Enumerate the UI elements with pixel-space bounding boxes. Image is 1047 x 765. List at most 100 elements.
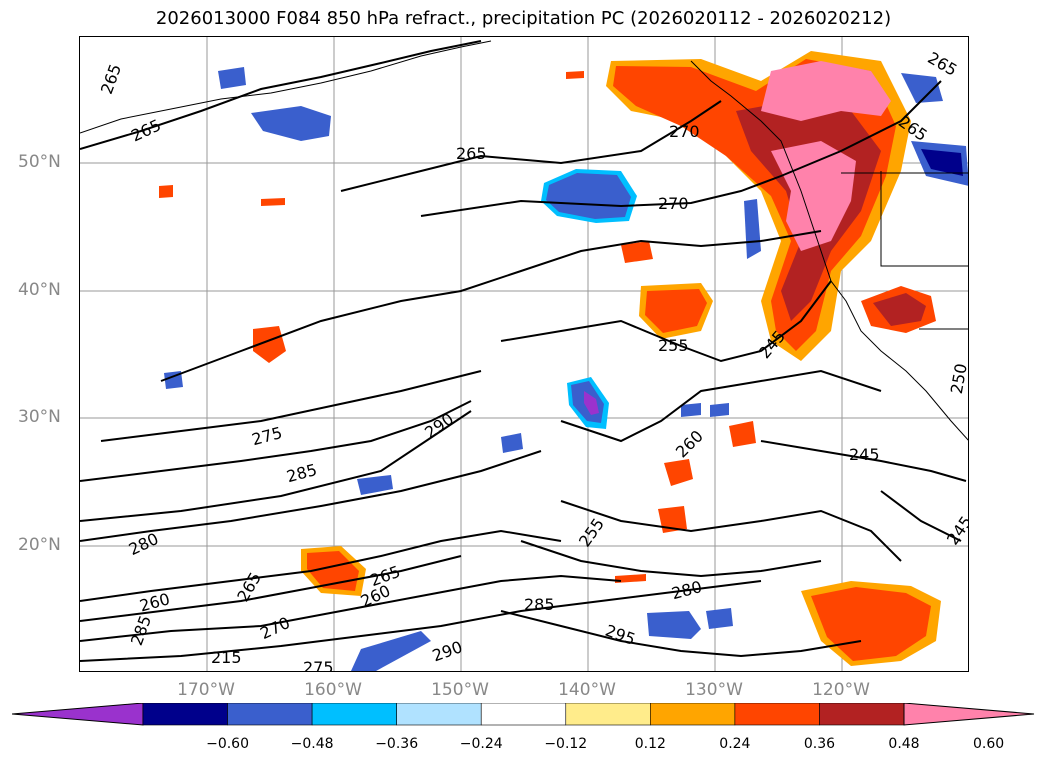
- contour-a: [160, 230, 822, 382]
- colorbar-bins: [142, 703, 905, 726]
- colorbar-bin: [819, 703, 905, 726]
- contour-label: 275: [303, 658, 334, 672]
- precip-small-8: [566, 71, 584, 79]
- precip-se-red: [811, 587, 931, 661]
- colorbar-bin: [565, 703, 651, 726]
- contour-label: 285: [127, 613, 155, 648]
- colorbar-bin: [227, 703, 313, 726]
- lon-label-170w: 170°W: [177, 680, 235, 700]
- lat-label-20n: 20°N: [18, 535, 61, 555]
- colorbar-tick-label: −0.24: [459, 736, 503, 752]
- contour-sw-1: [80, 529, 562, 602]
- neg-bc-navy: [921, 149, 963, 176]
- contour-label: 265: [97, 61, 125, 96]
- neg-mid-blue-5: [710, 403, 729, 417]
- contour-label: 270: [669, 122, 700, 141]
- gridlines: [80, 37, 968, 671]
- contour-label: 275: [250, 423, 284, 449]
- contour-s-2: [560, 500, 902, 562]
- colorbar-tick-label: 0.60: [972, 736, 1005, 752]
- lon-label-130w: 130°W: [685, 680, 743, 700]
- contour-255: [500, 280, 832, 363]
- colorbar-bin: [734, 703, 820, 726]
- neg-south-blue-2: [706, 608, 733, 629]
- contour-label: 290: [421, 409, 457, 442]
- neg-mid-blue-4: [681, 403, 701, 417]
- lat-label-50n: 50°N: [18, 152, 61, 172]
- precip-small-3: [658, 506, 687, 533]
- contour-265-north: [80, 40, 482, 150]
- precip-small-6: [159, 185, 173, 198]
- contour-260: [560, 369, 882, 443]
- colorbar-bin: [311, 703, 397, 726]
- precip-pacnw-pink: [761, 61, 891, 121]
- precip-small-4: [729, 421, 756, 447]
- map-svg: 265 265 265 265 270 270 265 255 245 250 …: [80, 37, 969, 672]
- contour-label: 290: [430, 637, 465, 665]
- neg-nw-blue: [251, 106, 331, 141]
- contour-label: 245: [849, 445, 880, 464]
- colorbar-tick-label: 0.24: [719, 736, 751, 752]
- colorbar: [12, 703, 1035, 726]
- colorbar-tick-label: 0.48: [888, 736, 920, 752]
- contour-label: 285: [285, 460, 319, 486]
- contour-290-mid: [80, 410, 472, 522]
- contour-label: 285: [524, 595, 555, 614]
- neg-east-blue: [744, 199, 761, 259]
- contour-label: 260: [672, 426, 707, 461]
- lat-label-30n: 30°N: [18, 407, 61, 427]
- contour-sw-3: [80, 574, 622, 642]
- contour-285: [80, 400, 472, 482]
- colorbar-extend-right: [903, 703, 1035, 726]
- neg-mid-blue: [357, 475, 393, 495]
- colorbar-bin: [480, 703, 567, 726]
- colorbar-tick-label: 0.36: [803, 736, 836, 752]
- contour-sw-2: [80, 555, 462, 622]
- colorbar-bin: [142, 703, 228, 726]
- contour-label: 245: [943, 512, 969, 548]
- contour-295: [500, 610, 862, 658]
- colorbar-tick-label: −0.60: [206, 736, 249, 752]
- contour-s-1: [520, 540, 822, 578]
- contour-label: 265: [925, 48, 961, 80]
- precip-small-1: [253, 326, 286, 363]
- contour-245-east: [880, 490, 962, 542]
- neg-mid-blue-2: [501, 433, 523, 453]
- contour-sw-4: [80, 580, 762, 662]
- lon-label-150w: 150°W: [431, 680, 489, 700]
- colorbar-bin: [650, 703, 736, 726]
- colorbar-tick-label: −0.36: [375, 736, 419, 752]
- coast-alaska: [80, 40, 492, 134]
- map-panel[interactable]: 265 265 265 265 270 270 265 255 245 250 …: [79, 36, 969, 672]
- colorbar-tick-label: 0.12: [634, 736, 666, 752]
- contour-label: 250: [947, 362, 969, 395]
- colorbar-tick-label: −0.48: [290, 736, 334, 752]
- lon-label-120w: 120°W: [812, 680, 870, 700]
- contour-label: 255: [658, 336, 689, 355]
- neg-south-blue: [647, 611, 701, 639]
- contour-label: 295: [603, 621, 638, 649]
- colorbar-bin: [396, 703, 482, 726]
- contour-label: 215: [211, 648, 242, 667]
- precip-small-9: [615, 574, 646, 583]
- neg-center-purple: [584, 391, 599, 415]
- colorbar-extend-left: [12, 703, 144, 726]
- contour-245: [760, 440, 967, 482]
- contour-label: 270: [257, 613, 293, 643]
- precip-negative-fields: [164, 67, 968, 671]
- neg-sw-blue: [351, 631, 431, 671]
- contour-label: 265: [368, 562, 403, 590]
- neg-gulf-royal: [546, 173, 631, 219]
- coast-bc: [690, 60, 968, 441]
- precip-mid-red: [645, 289, 707, 333]
- coastlines: [80, 40, 968, 441]
- refractivity-contours: [80, 40, 967, 662]
- neg-nw-blue-3: [901, 73, 943, 103]
- contour-280: [80, 450, 542, 542]
- contour-275: [100, 370, 482, 442]
- contour-label: 270: [658, 194, 689, 213]
- contour-label: 255: [575, 515, 608, 551]
- contour-270: [420, 80, 942, 217]
- precip-small-7: [261, 198, 285, 206]
- lon-label-140w: 140°W: [558, 680, 616, 700]
